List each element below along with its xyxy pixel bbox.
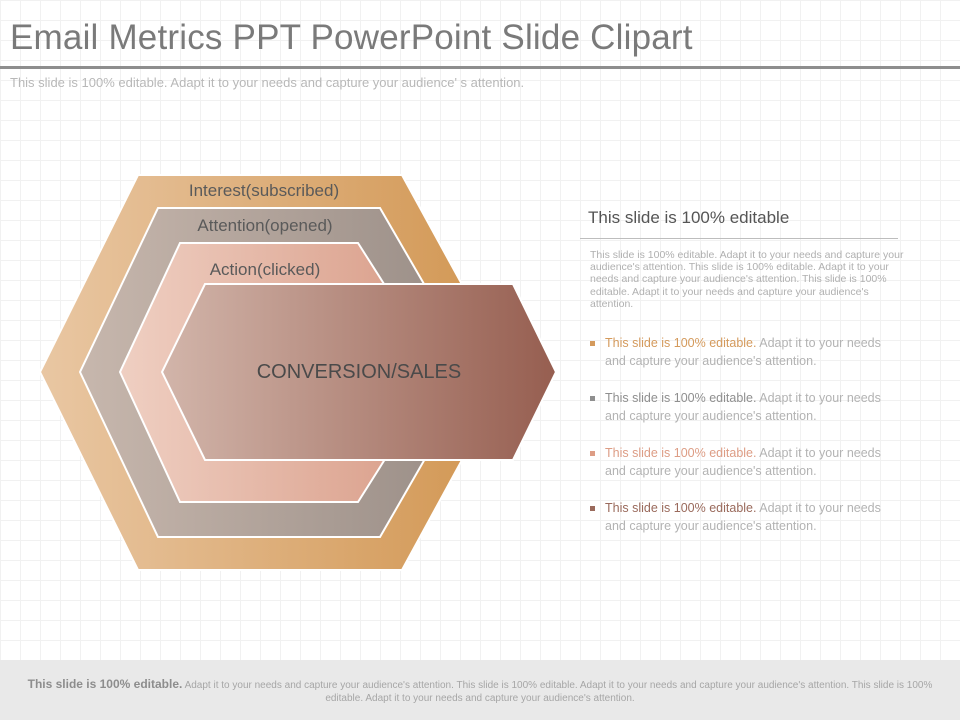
center-label-conversion: CONVERSION/SALES [257, 361, 462, 383]
bullet-detail-text: Adapt it to your needs and capture your … [605, 391, 881, 423]
bullet-list: This slide is 100% editable. Adapt it to… [590, 335, 890, 555]
title-divider [0, 66, 960, 69]
square-bullet-icon [590, 451, 595, 456]
footer-text: This slide is 100% editable. Adapt it to… [8, 678, 952, 705]
square-bullet-icon [590, 341, 595, 346]
footer-bar: This slide is 100% editable. Adapt it to… [0, 660, 960, 720]
bullet-item-3: This slide is 100% editable. Adapt it to… [590, 445, 890, 500]
bullet-item-4: This slide is 100% editable. Adapt it to… [590, 500, 890, 555]
bullet-detail-text: Adapt it to your needs and capture your … [605, 446, 881, 478]
bullet-detail-text: Adapt it to your needs and capture your … [605, 501, 881, 533]
slide-subtitle: This slide is 100% editable. Adapt it to… [10, 75, 525, 90]
footer-detail-text: Adapt it to your needs and capture your … [182, 680, 933, 704]
bullet-lead-text: This slide is 100% editable. [605, 336, 757, 350]
square-bullet-icon [590, 506, 595, 511]
panel-body-text: This slide is 100% editable. Adapt it to… [590, 249, 904, 310]
bullet-lead-text: This slide is 100% editable. [605, 391, 757, 405]
level-label-interest: Interest(subscribed) [189, 181, 339, 200]
conversion-shape [160, 283, 558, 461]
panel-heading: This slide is 100% editable [588, 208, 790, 227]
panel-divider [580, 238, 898, 239]
bullet-lead-text: This slide is 100% editable. [605, 501, 757, 515]
square-bullet-icon [590, 396, 595, 401]
bullet-item-2: This slide is 100% editable. Adapt it to… [590, 390, 890, 445]
level-label-attention: Attention(opened) [197, 216, 332, 235]
bullet-lead-text: This slide is 100% editable. [605, 446, 757, 460]
level-label-action: Action(clicked) [210, 260, 321, 279]
slide-title: Email Metrics PPT PowerPoint Slide Clipa… [10, 18, 693, 57]
bullet-item-1: This slide is 100% editable. Adapt it to… [590, 335, 890, 390]
footer-lead-text: This slide is 100% editable. [27, 677, 183, 691]
bullet-detail-text: Adapt it to your needs and capture your … [605, 336, 881, 368]
email-metrics-diagram: Interest(subscribed) Attention(opened) A… [38, 174, 558, 571]
